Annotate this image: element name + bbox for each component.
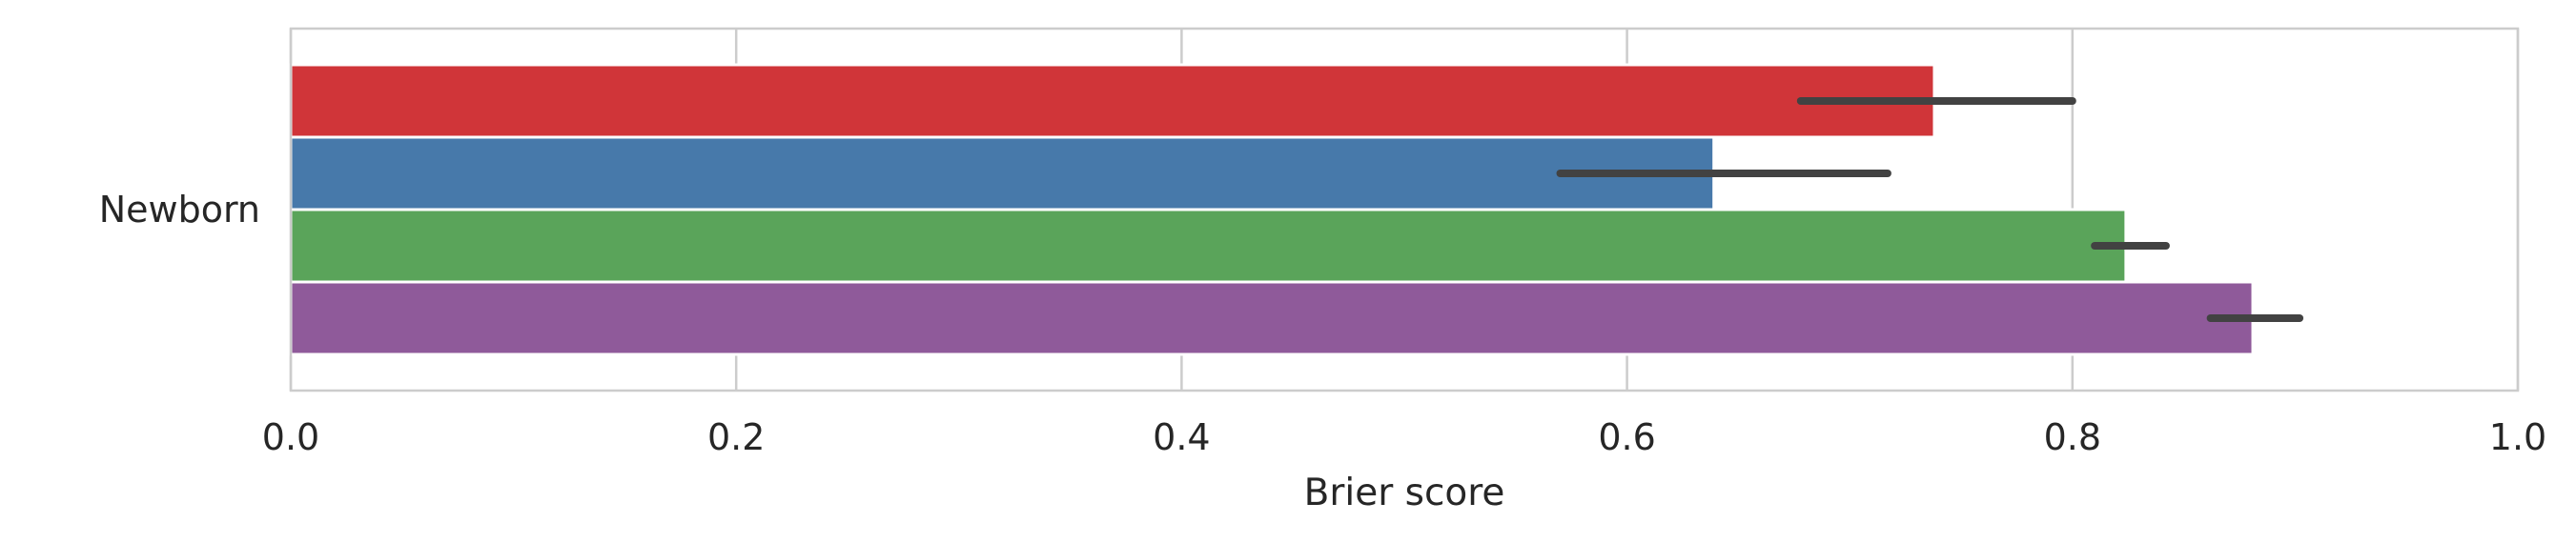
x-tick-label: 0.2 — [707, 416, 765, 458]
bar — [289, 280, 2255, 356]
bar — [289, 63, 1936, 139]
bar — [289, 208, 2128, 284]
x-tick-label: 0.8 — [2044, 416, 2101, 458]
x-tick-label: 0.6 — [1598, 416, 1655, 458]
x-tick-label: 1.0 — [2489, 416, 2546, 458]
y-tick-labels: Newborn — [99, 189, 260, 231]
plot-frame — [289, 27, 2520, 392]
error-bars — [1556, 97, 2304, 322]
bar — [289, 135, 1716, 211]
x-tick-labels: 0.0 0.2 0.4 0.6 0.8 1.0 — [262, 416, 2546, 458]
x-tick-label: 0.0 — [262, 416, 319, 458]
x-axis-label: Brier score — [1304, 472, 1505, 514]
y-tick-label: Newborn — [99, 189, 260, 231]
x-tick-label: 0.4 — [1153, 416, 1210, 458]
